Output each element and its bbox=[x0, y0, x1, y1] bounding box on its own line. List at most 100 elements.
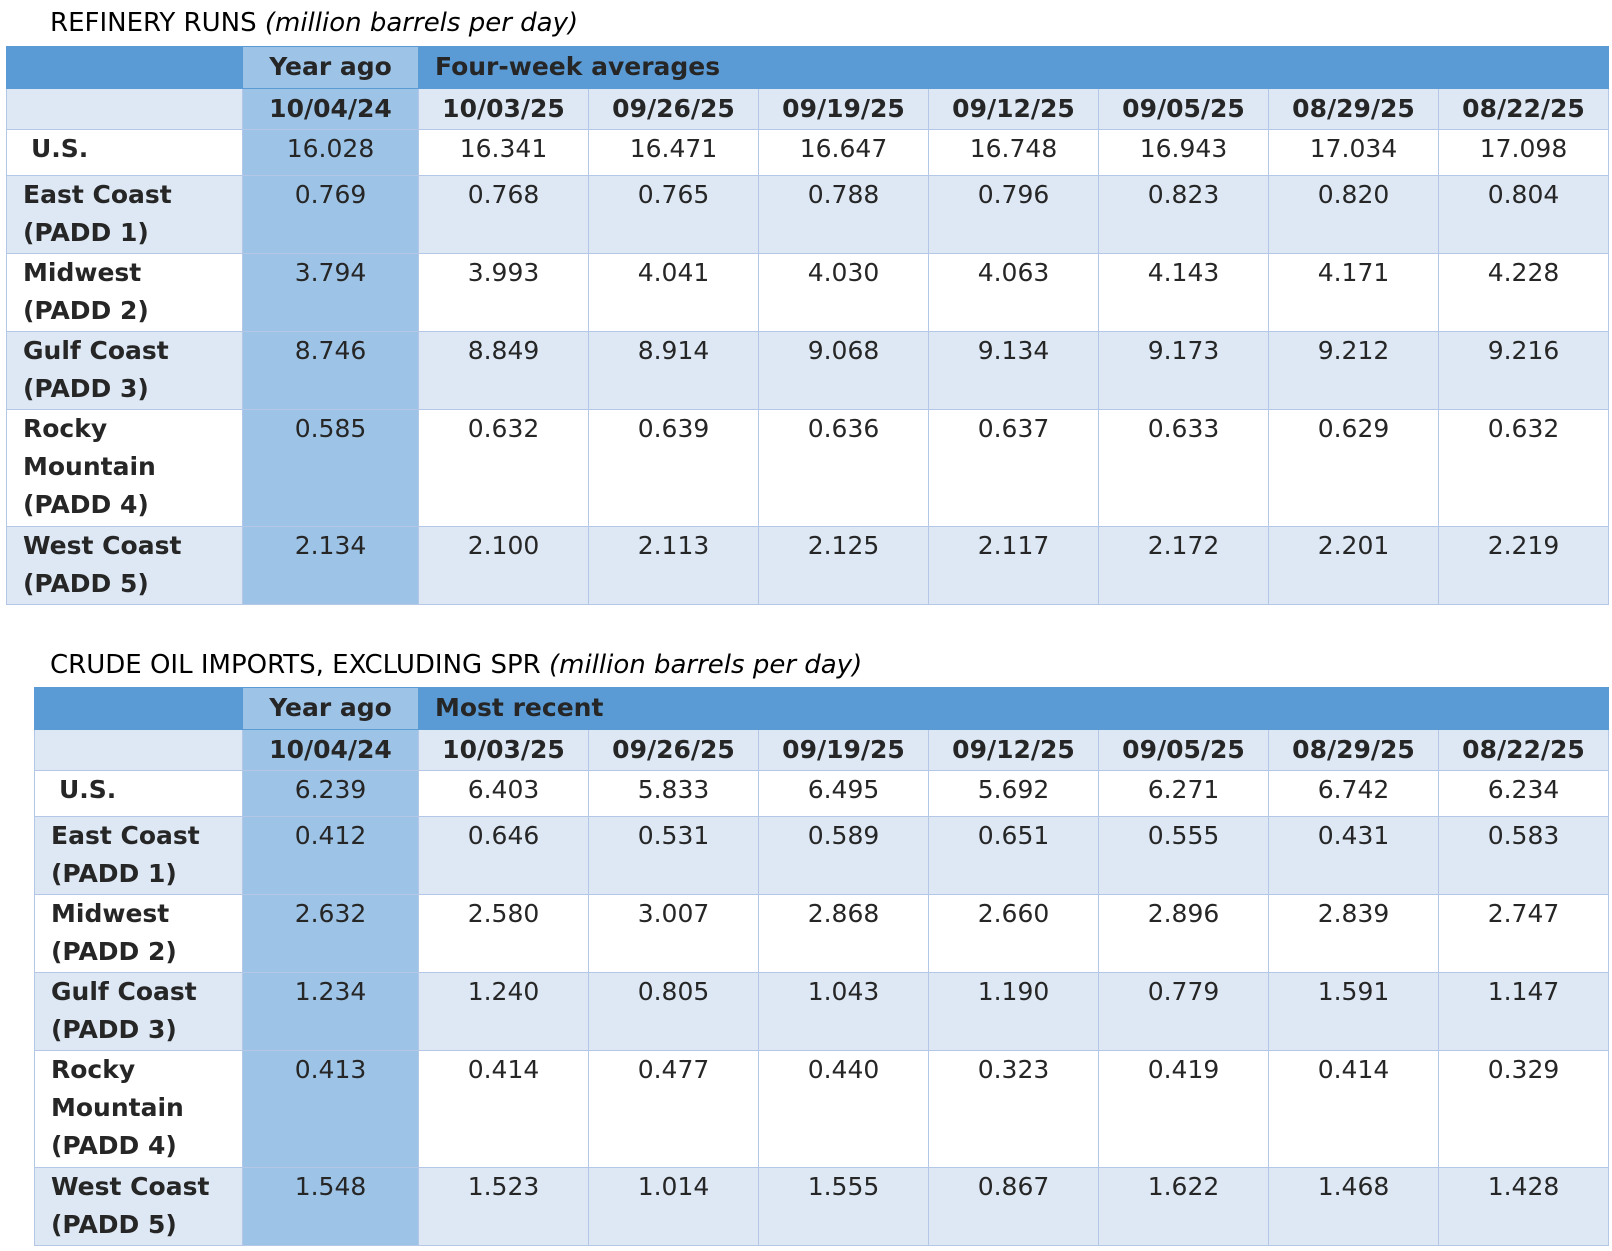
value-cell: 0.329 bbox=[1438, 1050, 1609, 1168]
date-header: 09/26/25 bbox=[588, 729, 759, 771]
group-header-row: Year ago Four-week averages bbox=[6, 46, 1609, 89]
title-text: REFINERY RUNS bbox=[50, 8, 257, 38]
value-cell: 1.591 bbox=[1268, 972, 1439, 1051]
value-cell: 5.692 bbox=[928, 770, 1099, 817]
row-label-line: East Coast bbox=[23, 180, 172, 209]
date-header-row: 10/04/24 10/03/25 09/26/25 09/19/25 09/12/25… bbox=[34, 729, 1609, 771]
row-label-line: (PADD 2) bbox=[51, 937, 177, 966]
row-label-line: (PADD 1) bbox=[23, 218, 149, 247]
value-cell: 0.636 bbox=[758, 409, 929, 527]
table-title: REFINERY RUNS (million barrels per day) bbox=[50, 8, 578, 38]
date-header: 09/26/25 bbox=[588, 88, 759, 130]
data-table: Year ago Most recent 10/04/24 10/03/25 09/26… bbox=[34, 687, 1609, 1246]
value-cell: 2.580 bbox=[418, 894, 589, 973]
value-cell: 1.240 bbox=[418, 972, 589, 1051]
value-cell: 1.428 bbox=[1438, 1167, 1609, 1246]
value-cell: 0.585 bbox=[242, 409, 419, 527]
group-header: Year ago bbox=[242, 687, 419, 730]
value-cell: 4.143 bbox=[1098, 253, 1269, 332]
value-cell: 0.323 bbox=[928, 1050, 1099, 1168]
row-label-line: West Coast bbox=[23, 531, 182, 560]
value-cell: 8.914 bbox=[588, 331, 759, 410]
table-title: CRUDE OIL IMPORTS, EXCLUDING SPR (millio… bbox=[50, 650, 862, 680]
row-label-line: (PADD 4) bbox=[23, 490, 149, 519]
value-cell: 0.804 bbox=[1438, 175, 1609, 254]
data-row: Gulf Coast (PADD 3) 1.234 1.240 0.805 1.043 1.… bbox=[34, 972, 1609, 1051]
value-cell: 0.765 bbox=[588, 175, 759, 254]
date-header: 09/19/25 bbox=[758, 88, 929, 130]
value-cell: 4.171 bbox=[1268, 253, 1439, 332]
value-cell: 0.555 bbox=[1098, 816, 1269, 895]
empty-cell bbox=[34, 729, 243, 771]
row-label-line: Mountain bbox=[51, 1093, 184, 1122]
value-cell: 2.632 bbox=[242, 894, 419, 973]
value-cell: 0.823 bbox=[1098, 175, 1269, 254]
value-cell: 4.228 bbox=[1438, 253, 1609, 332]
row-label-line: Midwest bbox=[51, 899, 170, 928]
group-header: Four-week averages bbox=[418, 46, 1609, 89]
value-cell: 2.134 bbox=[242, 526, 419, 605]
value-cell: 16.341 bbox=[418, 129, 589, 176]
value-cell: 8.849 bbox=[418, 331, 589, 410]
date-header: 10/03/25 bbox=[418, 88, 589, 130]
row-label-line: (PADD 5) bbox=[51, 1210, 177, 1239]
row-label-line: (PADD 2) bbox=[23, 296, 149, 325]
value-cell: 1.523 bbox=[418, 1167, 589, 1246]
value-cell: 0.779 bbox=[1098, 972, 1269, 1051]
data-row: East Coast (PADD 1) 0.412 0.646 0.531 0.589 0.… bbox=[34, 816, 1609, 895]
row-label: Rocky Mountain (PADD 4) bbox=[34, 1050, 243, 1168]
row-label-line: (PADD 5) bbox=[23, 569, 149, 598]
value-cell: 0.637 bbox=[928, 409, 1099, 527]
group-header: Year ago bbox=[242, 46, 419, 89]
group-header: Most recent bbox=[418, 687, 1609, 730]
value-cell: 0.820 bbox=[1268, 175, 1439, 254]
value-cell: 6.234 bbox=[1438, 770, 1609, 817]
data-row: Gulf Coast (PADD 3) 8.746 8.849 8.914 9.068 9.… bbox=[6, 331, 1609, 410]
value-cell: 0.414 bbox=[418, 1050, 589, 1168]
value-cell: 1.622 bbox=[1098, 1167, 1269, 1246]
row-label: East Coast (PADD 1) bbox=[6, 175, 243, 254]
value-cell: 3.794 bbox=[242, 253, 419, 332]
date-header: 09/05/25 bbox=[1098, 88, 1269, 130]
date-header: 08/29/25 bbox=[1268, 88, 1439, 130]
value-cell: 6.239 bbox=[242, 770, 419, 817]
value-cell: 0.867 bbox=[928, 1167, 1099, 1246]
date-header: 08/22/25 bbox=[1438, 88, 1609, 130]
value-cell: 0.788 bbox=[758, 175, 929, 254]
value-cell: 0.768 bbox=[418, 175, 589, 254]
row-label-line: U.S. bbox=[31, 134, 89, 163]
value-cell: 2.896 bbox=[1098, 894, 1269, 973]
row-label-line: (PADD 3) bbox=[23, 374, 149, 403]
value-cell: 2.660 bbox=[928, 894, 1099, 973]
value-cell: 9.068 bbox=[758, 331, 929, 410]
row-label-line: Rocky bbox=[51, 1055, 136, 1084]
date-header: 09/12/25 bbox=[928, 729, 1099, 771]
row-label-line: Midwest bbox=[23, 258, 142, 287]
value-cell: 0.413 bbox=[242, 1050, 419, 1168]
value-cell: 1.234 bbox=[242, 972, 419, 1051]
data-row: U.S. 6.239 6.403 5.833 6.495 5.692 6.271 6.742 6… bbox=[34, 770, 1609, 817]
value-cell: 1.014 bbox=[588, 1167, 759, 1246]
value-cell: 3.007 bbox=[588, 894, 759, 973]
value-cell: 1.147 bbox=[1438, 972, 1609, 1051]
data-row: Rocky Mountain (PADD 4) 0.413 0.414 0.477 0.44… bbox=[34, 1050, 1609, 1168]
value-cell: 0.419 bbox=[1098, 1050, 1269, 1168]
value-cell: 6.495 bbox=[758, 770, 929, 817]
value-cell: 2.100 bbox=[418, 526, 589, 605]
value-cell: 0.633 bbox=[1098, 409, 1269, 527]
date-header: 09/05/25 bbox=[1098, 729, 1269, 771]
value-cell: 2.117 bbox=[928, 526, 1099, 605]
value-cell: 6.403 bbox=[418, 770, 589, 817]
value-cell: 0.796 bbox=[928, 175, 1099, 254]
date-header: 09/19/25 bbox=[758, 729, 929, 771]
row-label-line: East Coast bbox=[51, 821, 200, 850]
value-cell: 0.629 bbox=[1268, 409, 1439, 527]
row-label-line: West Coast bbox=[51, 1172, 210, 1201]
group-header-row: Year ago Most recent bbox=[34, 687, 1609, 730]
row-label: Rocky Mountain (PADD 4) bbox=[6, 409, 243, 527]
empty-cell bbox=[6, 46, 243, 89]
value-cell: 2.172 bbox=[1098, 526, 1269, 605]
value-cell: 2.201 bbox=[1268, 526, 1439, 605]
row-label-line: (PADD 4) bbox=[51, 1131, 177, 1160]
